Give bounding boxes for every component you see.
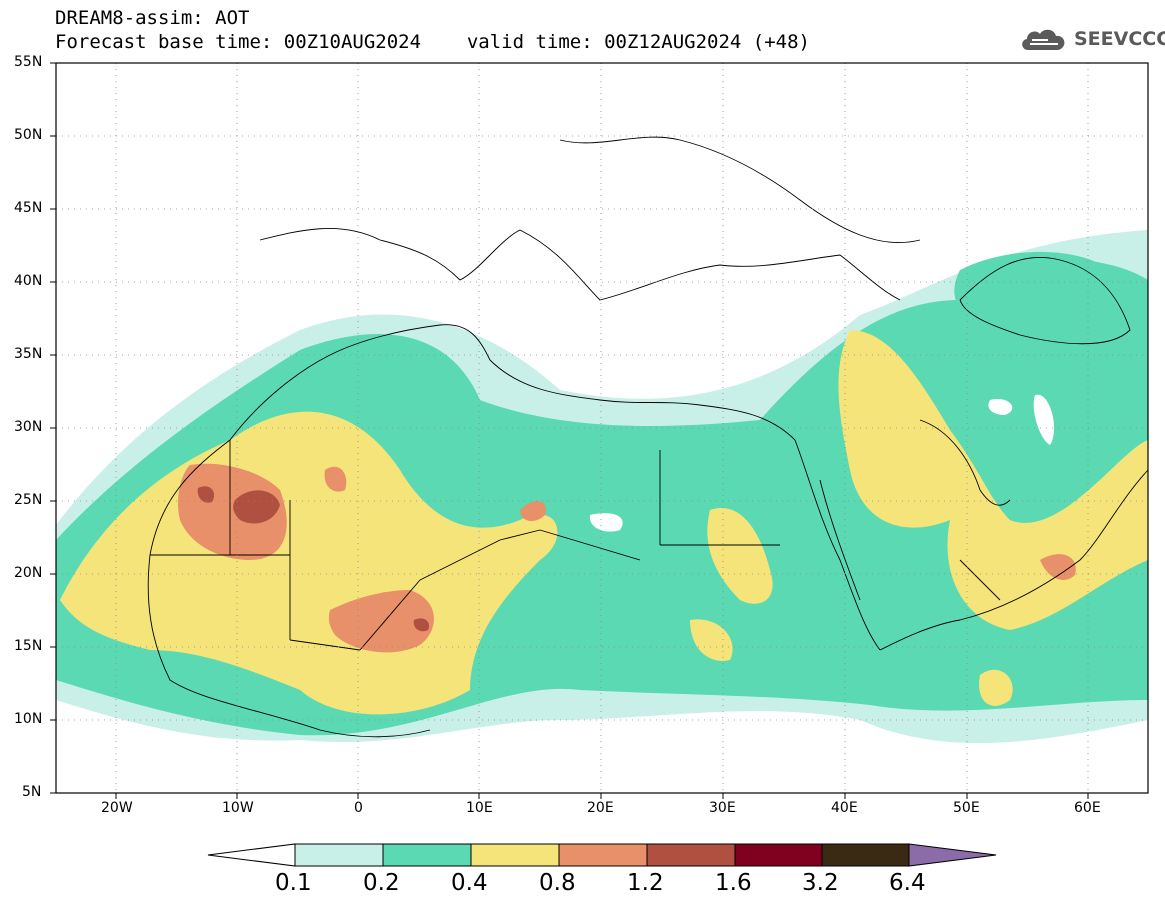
valid-time: valid time: 00Z12AUG2024 (+48) (466, 31, 810, 53)
colorbar-label: 6.4 (889, 870, 926, 896)
lat-label: 15N (14, 638, 43, 654)
gridlines (56, 63, 1148, 793)
coastlines (147, 136, 1148, 738)
lon-label: 20E (587, 800, 614, 816)
colorbar-bin-2 (382, 843, 472, 867)
lon-label: 0 (354, 800, 363, 816)
lon-label: 50E (953, 800, 980, 816)
title-line-1: DREAM8-assim: AOT (55, 7, 250, 29)
aot-contours (56, 230, 1148, 744)
colorbar-bin-5 (646, 843, 736, 867)
lat-label: 50N (14, 127, 43, 143)
lon-label: 60E (1074, 800, 1101, 816)
lat-label: 30N (14, 419, 43, 435)
base-time: Forecast base time: 00Z10AUG2024 (55, 31, 422, 53)
colorbar-label: 1.6 (715, 870, 752, 896)
colorbar (207, 843, 997, 867)
colorbar-bin-7 (821, 843, 910, 867)
lat-label: 55N (14, 54, 43, 70)
lon-label: 40E (831, 800, 858, 816)
colorbar-label: 3.2 (802, 870, 839, 896)
lon-label: 30E (709, 800, 736, 816)
colorbar-low-arrow (207, 843, 296, 867)
colorbar-label: 1.2 (627, 870, 664, 896)
colorbar-label: 0.2 (363, 870, 400, 896)
lat-label: 45N (14, 200, 43, 216)
colorbar-label: 0.1 (275, 870, 312, 896)
lon-label: 20W (101, 800, 133, 816)
seevccc-logo: SEEVCCC (1018, 22, 1165, 56)
lon-label: 10E (466, 800, 493, 816)
lat-label: 35N (14, 346, 43, 362)
colorbar-bin-4 (558, 843, 648, 867)
colorbar-bin-1 (294, 843, 384, 867)
lon-label: 10W (222, 800, 254, 816)
tick-marks (50, 62, 1089, 799)
colorbar-high-arrow (908, 843, 997, 867)
lat-label: 5N (22, 784, 42, 800)
lat-label: 10N (14, 711, 43, 727)
cloud-icon (1022, 29, 1065, 50)
lat-label: 20N (14, 565, 43, 581)
logo-text: SEEVCCC (1074, 28, 1165, 50)
lat-label: 40N (14, 273, 43, 289)
lat-label: 25N (14, 492, 43, 508)
colorbar-bin-6 (734, 843, 823, 867)
colorbar-bin-3 (470, 843, 560, 867)
colorbar-label: 0.8 (539, 870, 576, 896)
title-line-2: Forecast base time: 00Z10AUG2024 valid t… (55, 32, 810, 52)
colorbar-label: 0.4 (451, 870, 488, 896)
